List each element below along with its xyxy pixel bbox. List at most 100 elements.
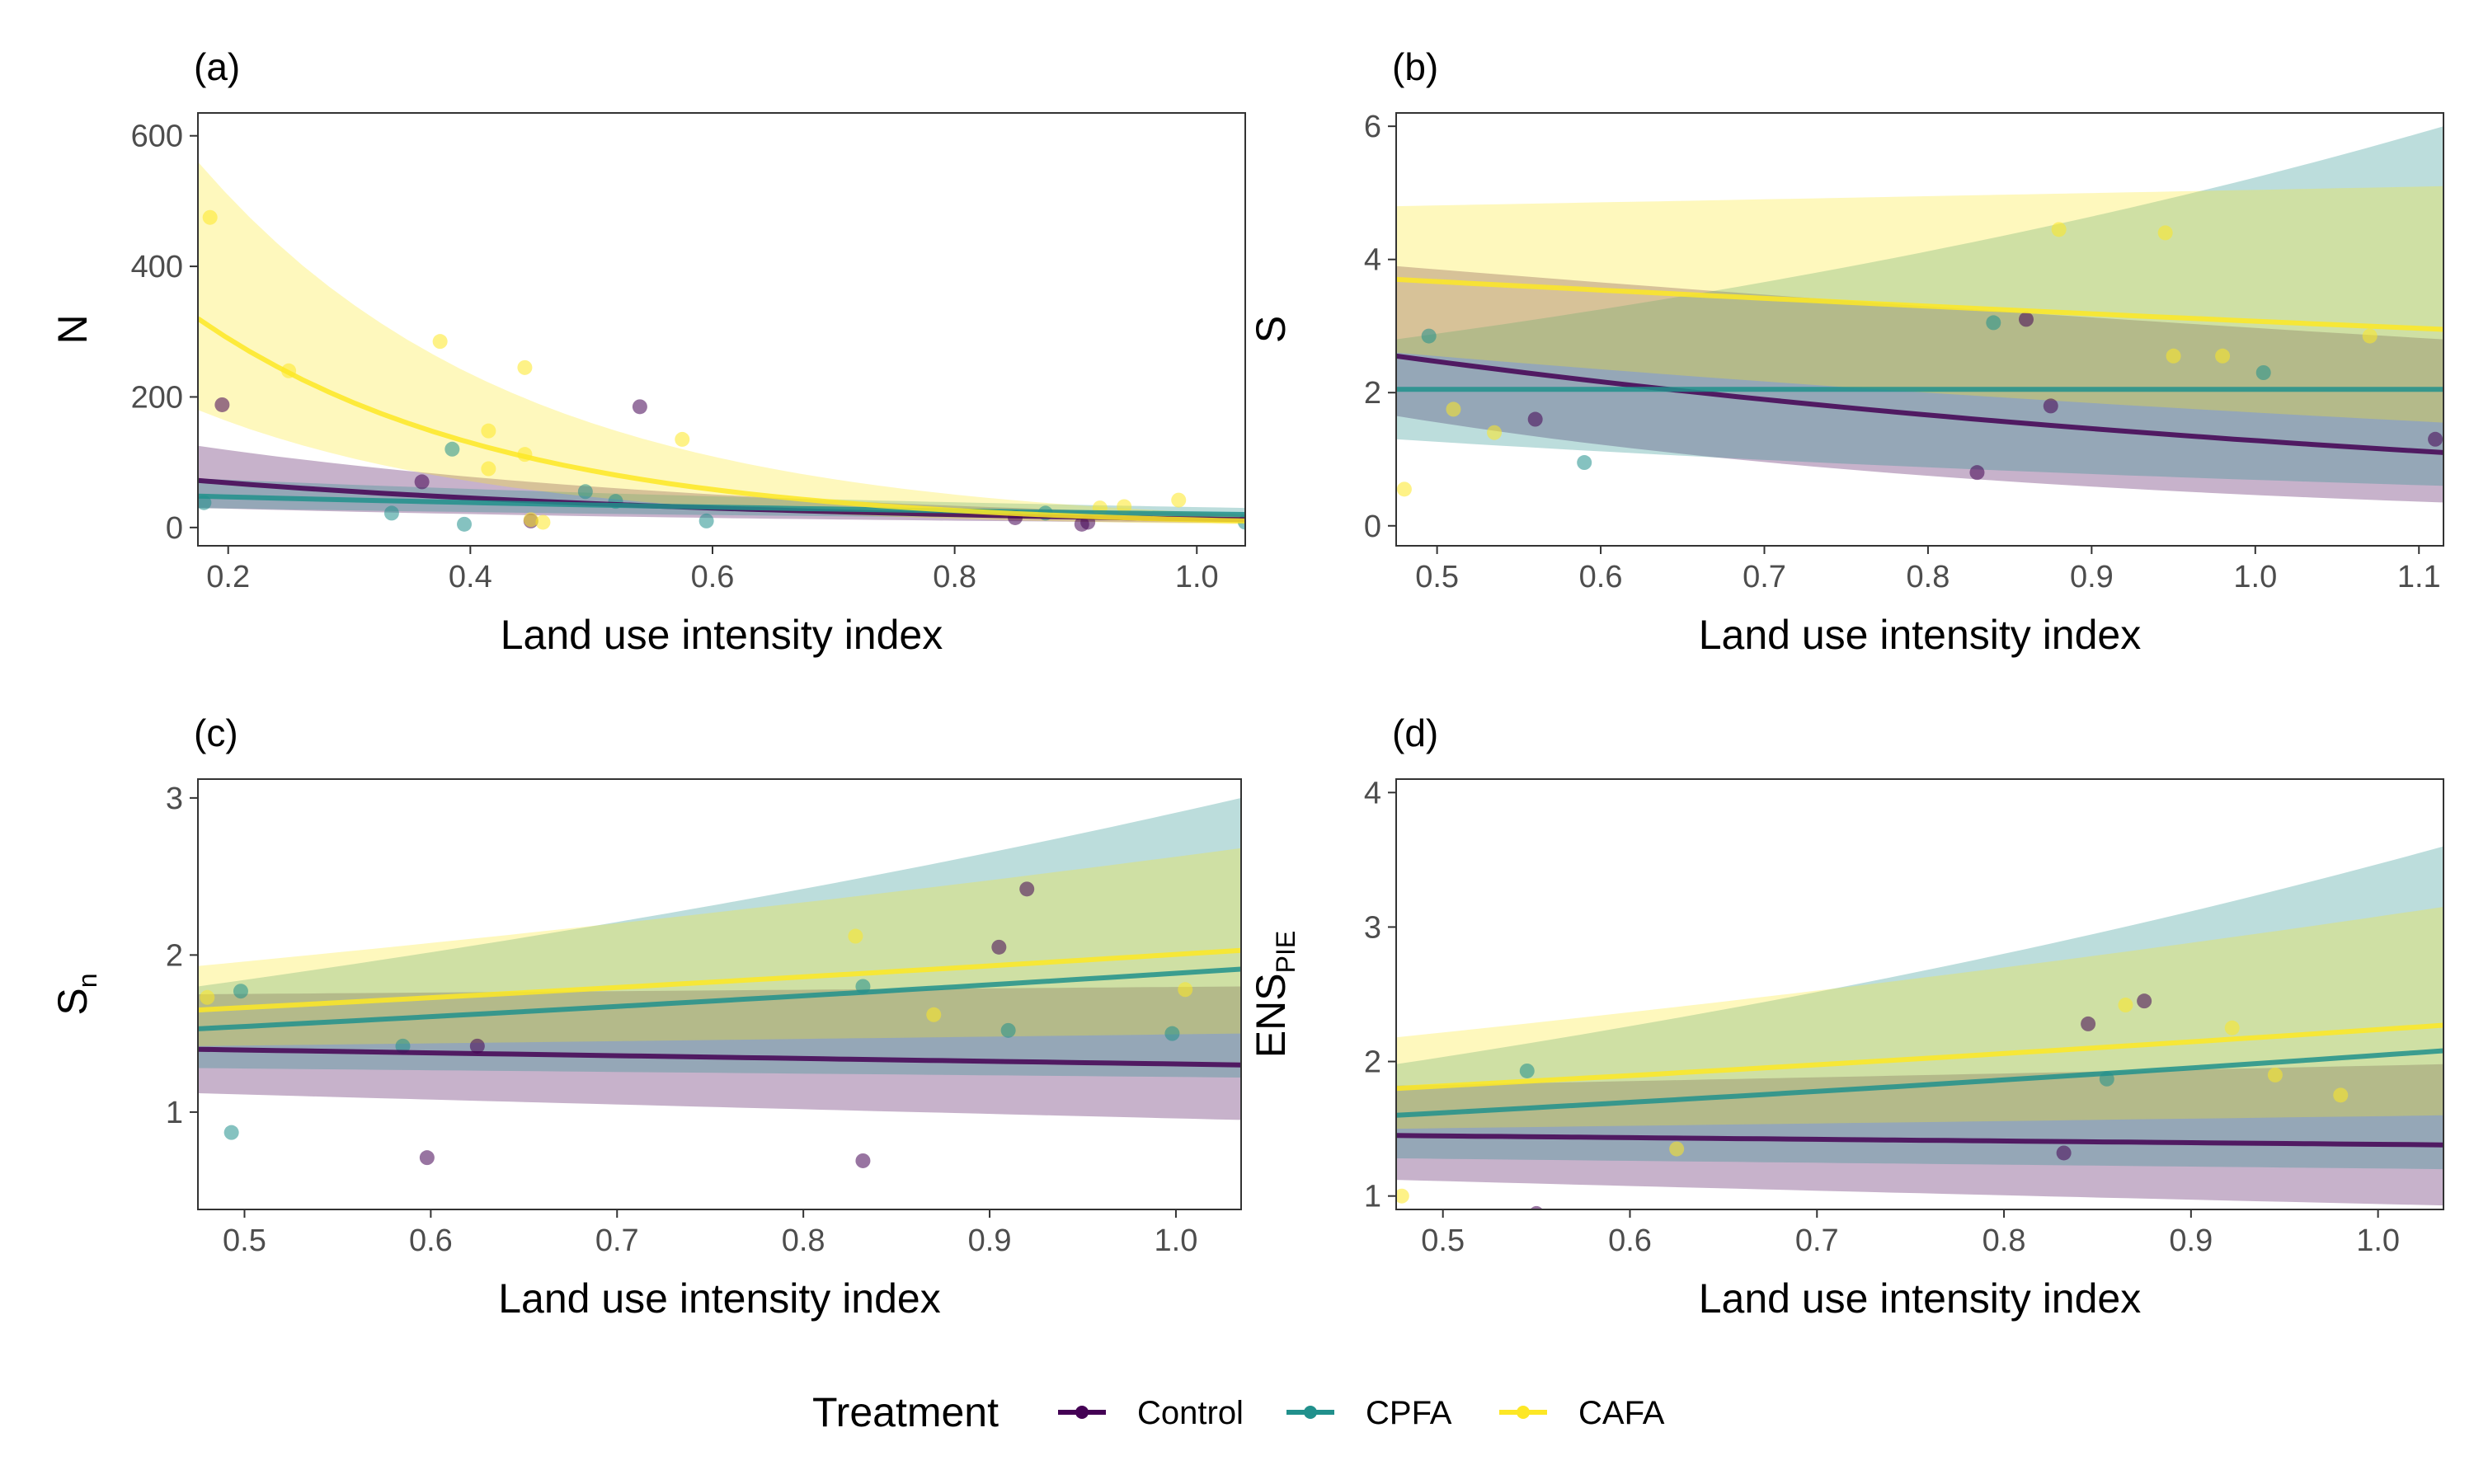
x-tick-label: 0.5: [1415, 560, 1459, 594]
y-tick-label: 200: [131, 380, 183, 415]
x-tick-label: 0.7: [595, 1223, 639, 1258]
x-axis-title: Land use intensity index: [1699, 1275, 2141, 1322]
point-control: [2043, 398, 2058, 414]
point-cafa: [2118, 998, 2133, 1013]
point-cafa: [2267, 1067, 2283, 1082]
plot-area: [1396, 846, 2443, 1209]
point-control: [419, 1150, 435, 1166]
panel-1: 0.5 0.6 0.7 0.8 0.9 1.0 1.1 0 2 4 6 (b) Land use int…: [1248, 45, 2444, 658]
point-control: [2018, 312, 2034, 327]
point-control: [1969, 465, 1985, 481]
y-tick-label: 400: [131, 250, 183, 284]
point-cpfa: [457, 516, 473, 532]
point-cpfa: [1421, 328, 1437, 344]
ci-ribbon-cafa: [1396, 907, 2443, 1129]
point-cafa: [1669, 1141, 1685, 1157]
fit-line-cafa: [1396, 276, 2443, 332]
x-tick-label: 0.8: [782, 1223, 825, 1258]
point-cpfa: [198, 495, 212, 510]
y-tick-label: 4: [1364, 776, 1381, 810]
x-tick-label: 1.0: [1175, 560, 1219, 594]
point-cpfa: [444, 441, 460, 457]
point-cafa: [2333, 1087, 2349, 1103]
point-cafa: [202, 209, 218, 225]
point-control: [2056, 1145, 2072, 1161]
y-tick-label: 4: [1364, 243, 1381, 278]
x-tick-label: 0.8: [1982, 1223, 2026, 1258]
point-control: [2137, 993, 2152, 1009]
point-control: [855, 1153, 871, 1168]
point-cpfa: [2255, 365, 2271, 380]
legend-item-control: Control: [1058, 1395, 1244, 1431]
panel-tag: (c): [194, 711, 238, 754]
legend: Treatment Control CPFA CAFA: [812, 1389, 1665, 1435]
fit-line-control: [1396, 1133, 2443, 1148]
point-control: [469, 1038, 485, 1054]
y-axis-title: N: [49, 314, 96, 344]
y-tick-label: 2: [1364, 1045, 1381, 1080]
point-cpfa: [1000, 1022, 1016, 1038]
legend-item-cafa: CAFA: [1499, 1395, 1665, 1431]
legend-label: Control: [1137, 1395, 1244, 1431]
point-cafa: [2224, 1020, 2240, 1036]
ci-ribbon-control: [1396, 265, 2443, 503]
point-cpfa: [223, 1125, 239, 1140]
x-tick-label: 0.6: [409, 1223, 453, 1258]
point-cpfa: [233, 984, 248, 999]
fit-line-cpfa: [198, 493, 1245, 517]
legend-key-point: [1304, 1406, 1317, 1419]
point-cafa: [1178, 982, 1193, 998]
x-tick-label: 0.6: [1579, 560, 1623, 594]
fit-line-control: [198, 1046, 1241, 1068]
x-axis-title: Land use intensity index: [1699, 612, 2141, 658]
x-tick-label: 0.9: [2070, 560, 2114, 594]
point-control: [1530, 1205, 1543, 1209]
point-cafa: [926, 1007, 942, 1022]
point-cafa: [517, 359, 533, 375]
y-tick-label: 1: [1364, 1180, 1381, 1214]
point-cafa: [1396, 1188, 1409, 1204]
point-cafa: [1487, 425, 1503, 440]
point-cpfa: [577, 484, 593, 500]
fit-line-control: [1396, 353, 2443, 455]
point-control: [1527, 411, 1543, 427]
fit-line-cpfa: [1396, 1048, 2443, 1118]
ci-ribbon-cafa: [198, 848, 1241, 1046]
point-cpfa: [383, 505, 399, 521]
panel-frame: [1395, 778, 2444, 1210]
x-tick-label: 0.8: [933, 560, 976, 594]
x-tick-label: 0.6: [1608, 1223, 1652, 1258]
panel-tag: (b): [1392, 45, 1438, 88]
point-cafa: [1171, 492, 1187, 508]
legend-label: CPFA: [1366, 1395, 1452, 1431]
panel-3: 0.5 0.6 0.7 0.8 0.9 1.0 1 2 3 4 (d) Land use intens…: [1248, 711, 2444, 1322]
x-tick-label: 0.7: [1795, 1223, 1839, 1258]
y-tick-label: 6: [1364, 110, 1381, 144]
point-cafa: [2157, 225, 2173, 241]
y-axis-title: ENSPIE: [1248, 931, 1300, 1058]
x-tick-label: 0.5: [1421, 1223, 1465, 1258]
point-cafa: [675, 431, 690, 447]
point-cafa: [481, 423, 496, 439]
plot-area: [1396, 126, 2443, 503]
point-control: [414, 474, 430, 490]
x-axis-title: Land use intensity index: [498, 1275, 940, 1322]
point-cpfa: [698, 513, 714, 528]
x-tick-label: 0.7: [1743, 560, 1786, 594]
point-cafa: [200, 989, 215, 1005]
fit-line-cafa: [198, 947, 1241, 1013]
y-tick-label: 3: [166, 782, 183, 816]
x-tick-label: 0.2: [206, 560, 250, 594]
y-axis-title: Sn: [49, 973, 102, 1015]
y-tick-label: 0: [166, 511, 183, 546]
point-cpfa: [1164, 1026, 1180, 1041]
point-cafa: [523, 512, 539, 528]
ci-ribbon-control: [198, 986, 1241, 1120]
point-cpfa: [395, 1038, 411, 1054]
point-cafa: [2051, 222, 2067, 237]
y-tick-label: 0: [1364, 510, 1381, 544]
x-tick-label: 1.0: [2233, 560, 2277, 594]
point-control: [2428, 431, 2443, 447]
x-tick-label: 1.0: [2356, 1223, 2400, 1258]
y-tick-label: 3: [1364, 910, 1381, 945]
